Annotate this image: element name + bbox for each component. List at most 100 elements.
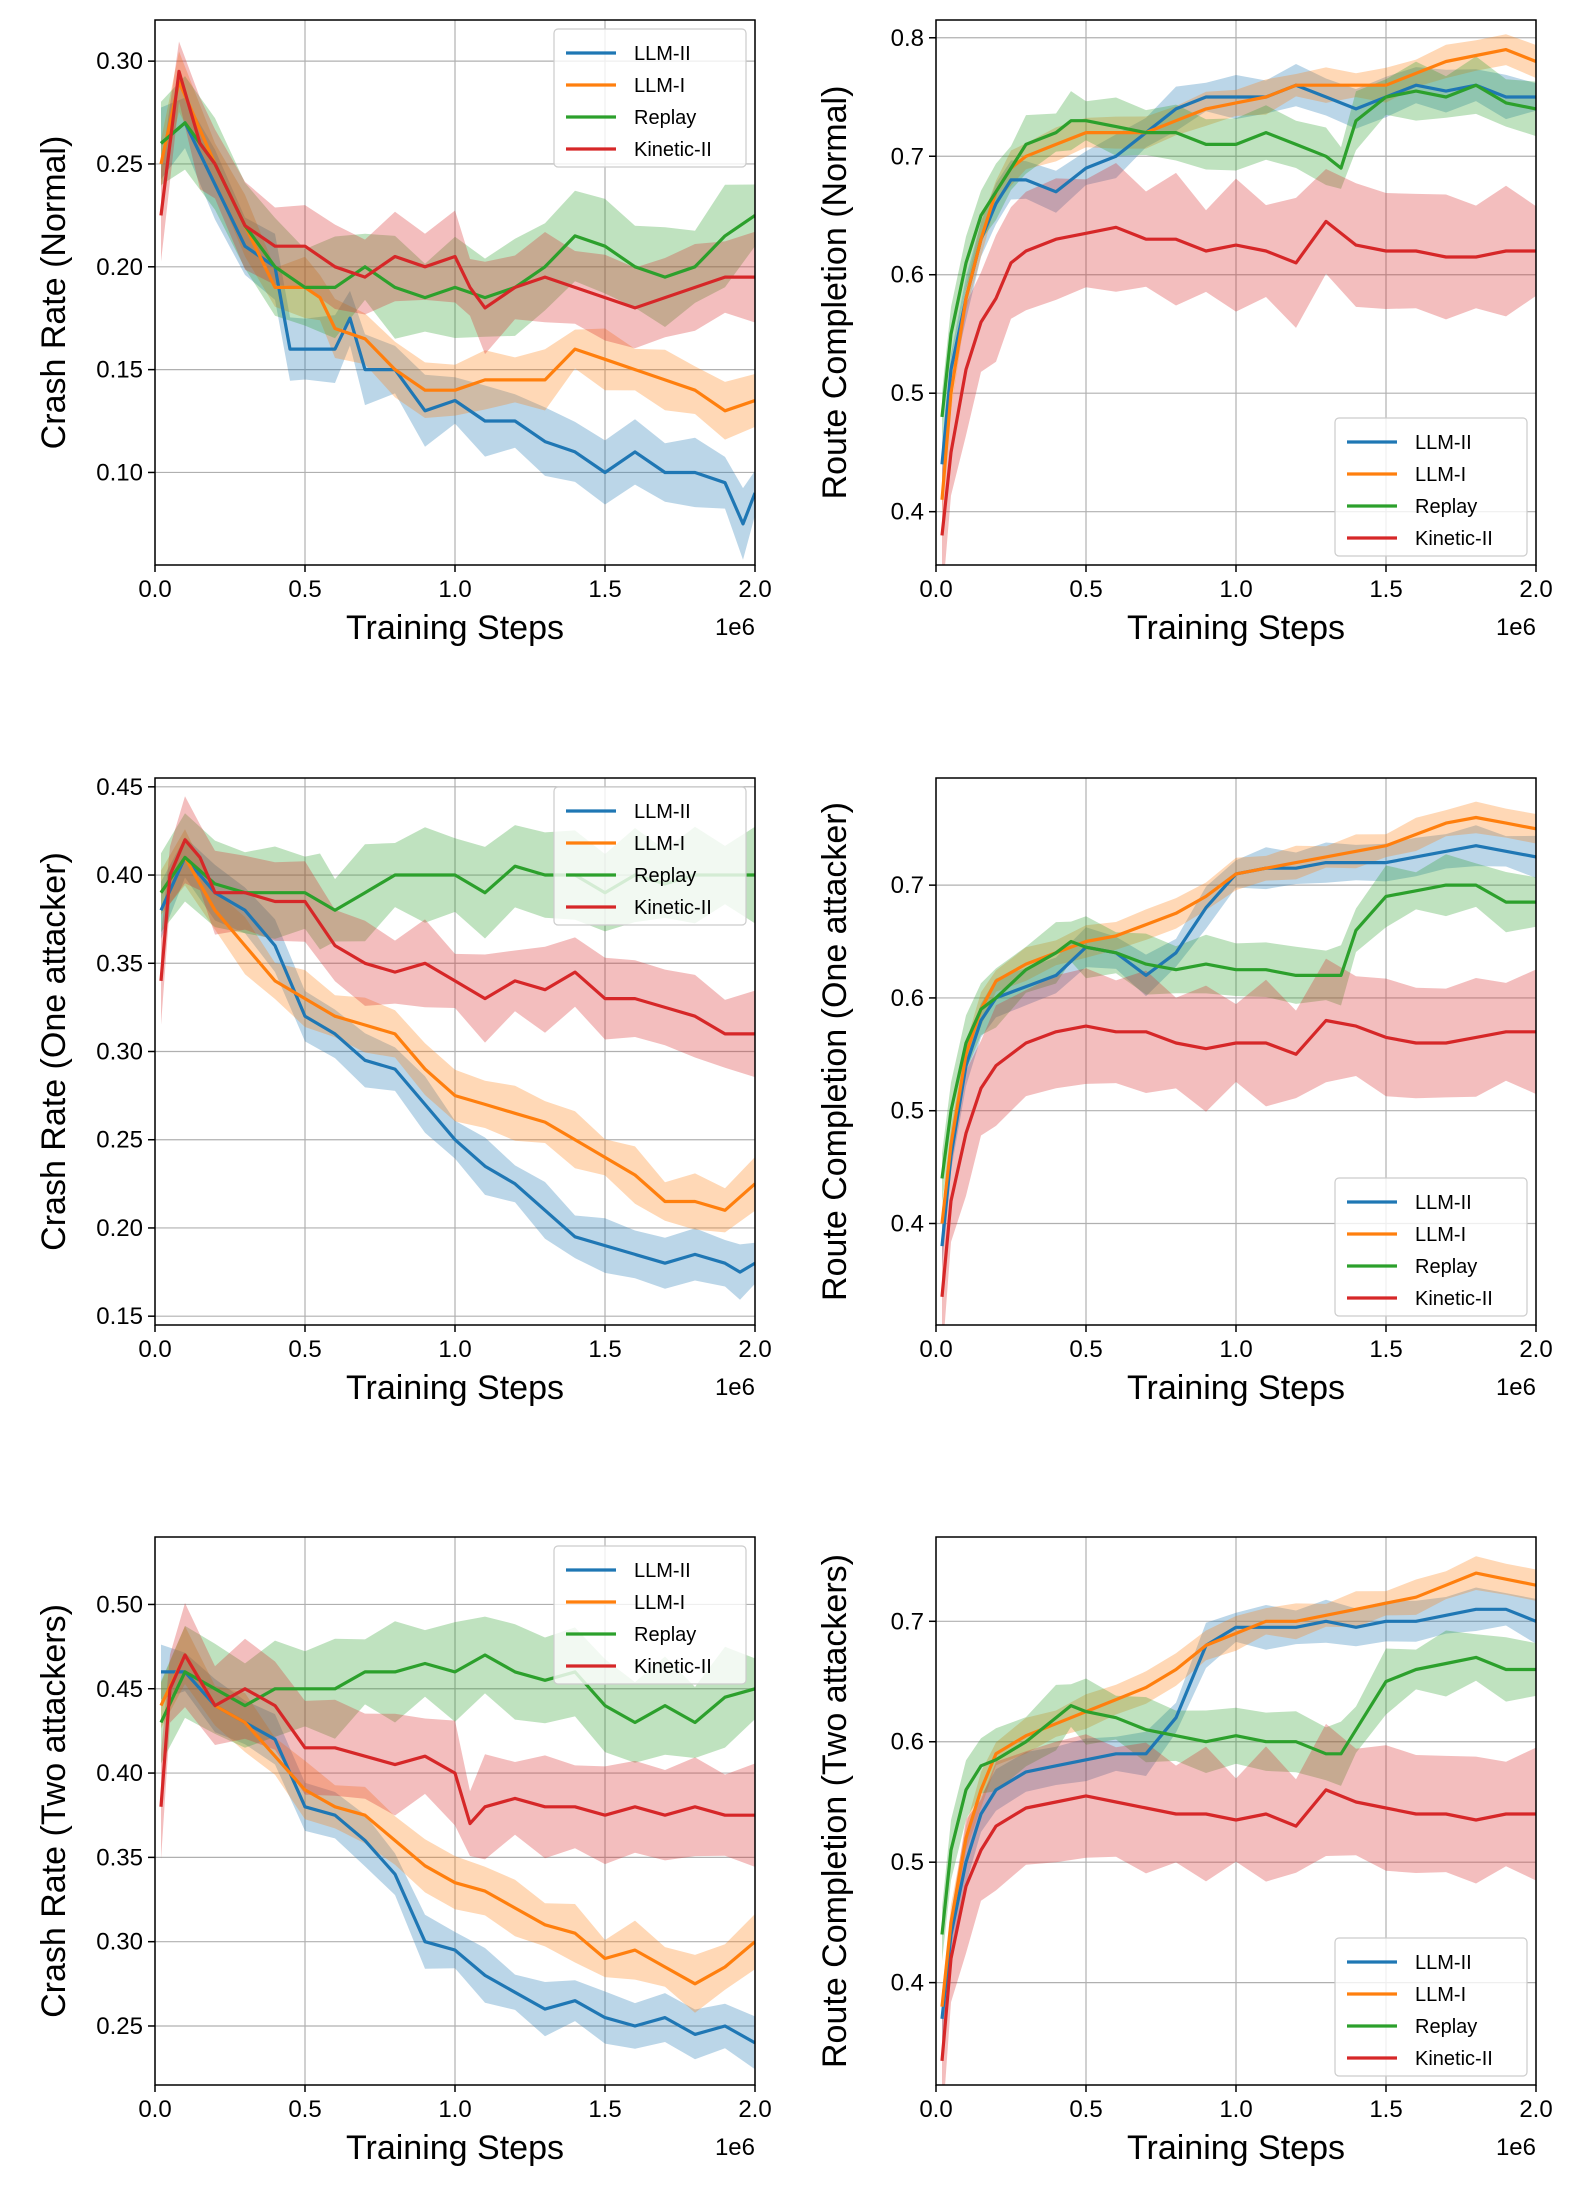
plot-area — [159, 41, 755, 560]
band-kinetic-ii — [161, 1603, 755, 1867]
plot-area — [940, 1556, 1536, 2085]
band-kinetic-ii — [942, 958, 1536, 1325]
plot-area — [940, 34, 1536, 565]
x-tick-label: 1.0 — [1219, 576, 1252, 603]
legend-label-llm-i: LLM-I — [1415, 1224, 1466, 1246]
band-llm-i — [942, 1556, 1536, 2021]
legend-label-llm-ii: LLM-II — [634, 1560, 691, 1582]
series-line-kinetic-ii — [940, 1018, 1536, 1297]
x-tick-label: 0.0 — [919, 2096, 952, 2123]
x-tick-label: 0.0 — [138, 1336, 171, 1363]
series-line-kinetic-ii — [159, 838, 755, 1036]
legend-label-llm-ii: LLM-II — [1415, 1192, 1472, 1214]
x-tick-label: 2.0 — [738, 576, 771, 603]
y-tick-label: 0.40 — [96, 862, 143, 889]
band-llm-i — [161, 51, 755, 440]
x-tick-label: 0.5 — [288, 2096, 321, 2123]
series-line-kinetic-ii — [159, 69, 755, 310]
series-line-llm-i — [940, 1571, 1536, 2007]
legend-label-llm-i: LLM-I — [1415, 464, 1466, 486]
chart-panel-2: 0.0 0.5 1.0 1.5 2.0 0.4 0.5 0.6 0.7 0.8 Training S… — [816, 19, 1553, 647]
y-tick-label: 0.8 — [891, 25, 924, 52]
legend-box — [1334, 417, 1528, 557]
y-tick-label: 0.35 — [96, 1844, 143, 1871]
y-axis-label: Route Completion (Normal) — [816, 86, 854, 500]
legend-box — [553, 786, 747, 926]
x-tick-label: 1.5 — [588, 2096, 621, 2123]
legend-label-llm-ii: LLM-II — [1415, 432, 1472, 454]
series-line-llm-i — [159, 855, 755, 1212]
y-axis-label: Route Completion (Two attackers) — [816, 1554, 854, 2068]
y-tick-label: 0.6 — [891, 985, 924, 1012]
x-tick-label: 1.0 — [438, 2096, 471, 2123]
legend-label-llm-ii: LLM-II — [634, 801, 691, 823]
series-line-kinetic-ii — [940, 1788, 1536, 2062]
x-tick-label: 0.0 — [138, 576, 171, 603]
y-tick-label: 0.45 — [96, 774, 143, 801]
x-tick-label: 1.5 — [1369, 576, 1402, 603]
y-tick-label: 0.6 — [891, 262, 924, 289]
y-tick-label: 0.40 — [96, 1760, 143, 1787]
legend-box — [553, 28, 747, 168]
series-line-llm-ii — [159, 855, 755, 1274]
legend-label-replay: Replay — [1415, 1256, 1477, 1278]
series-line-replay — [940, 883, 1536, 1179]
x-tick-label: 1.0 — [438, 1336, 471, 1363]
y-axis-label: Crash Rate (Two attackers) — [35, 1604, 73, 2018]
legend-label-llm-i: LLM-I — [634, 1592, 685, 1614]
x-tick-label: 0.5 — [1069, 1336, 1102, 1363]
x-tick-label: 2.0 — [738, 2096, 771, 2123]
legend-label-kinetic-ii: Kinetic-II — [1415, 528, 1493, 550]
x-tick-label: 0.5 — [1069, 2096, 1102, 2123]
legend-box — [1334, 1937, 1528, 2077]
x-tick-label: 2.0 — [1519, 1336, 1552, 1363]
x-tick-label: 2.0 — [1519, 576, 1552, 603]
x-offset-text: 1e6 — [715, 2134, 755, 2161]
band-llm-ii — [161, 1644, 755, 2070]
x-tick-label: 1.0 — [1219, 2096, 1252, 2123]
y-tick-label: 0.25 — [96, 1127, 143, 1154]
y-tick-label: 0.5 — [891, 380, 924, 407]
series-line-llm-ii — [940, 844, 1536, 1247]
series-line-kinetic-ii — [940, 219, 1536, 536]
series-line-llm-ii — [161, 1670, 755, 2045]
legend-label-kinetic-ii: Kinetic-II — [634, 897, 712, 919]
band-llm-i — [161, 829, 755, 1233]
band-llm-ii — [942, 64, 1536, 487]
series-line-kinetic-ii — [159, 1653, 755, 1826]
y-tick-label: 0.20 — [96, 1215, 143, 1242]
x-axis-label: Training Steps — [1127, 1369, 1345, 1407]
legend-label-kinetic-ii: Kinetic-II — [634, 1656, 712, 1678]
band-replay — [942, 56, 1536, 442]
legend-label-replay: Replay — [634, 107, 696, 129]
y-tick-label: 0.10 — [96, 459, 143, 486]
x-tick-label: 1.0 — [438, 576, 471, 603]
x-axis-label: Training Steps — [346, 2129, 564, 2167]
series-line-replay — [940, 1655, 1536, 1935]
chart-panel-3: 0.0 0.5 1.0 1.5 2.0 0.15 0.20 0.25 0.30 0.35 0.40 0… — [35, 774, 772, 1407]
chart-panel-1: 0.0 0.5 1.0 1.5 2.0 0.10 0.15 0.20 0.25 0.30 Train… — [35, 19, 772, 647]
band-llm-ii — [942, 825, 1536, 1268]
y-tick-label: 0.25 — [96, 2013, 143, 2040]
band-replay — [161, 1616, 755, 1764]
y-tick-label: 0.7 — [891, 872, 924, 899]
legend: LLM-II LLM-I Replay Kinetic-II — [553, 28, 747, 168]
band-llm-ii — [161, 97, 755, 560]
series-line-llm-i — [940, 815, 1536, 1224]
legend-box — [1334, 1177, 1528, 1317]
legend-label-llm-ii: LLM-II — [1415, 1952, 1472, 1974]
legend-label-replay: Replay — [1415, 496, 1477, 518]
series-line-replay — [159, 121, 755, 300]
band-kinetic-ii — [942, 1723, 1536, 2085]
x-offset-text: 1e6 — [715, 614, 755, 641]
x-axis-label: Training Steps — [1127, 2129, 1345, 2167]
legend-label-kinetic-ii: Kinetic-II — [634, 139, 712, 161]
x-offset-text: 1e6 — [1496, 2134, 1536, 2161]
legend-label-kinetic-ii: Kinetic-II — [1415, 1288, 1493, 1310]
x-tick-label: 0.5 — [288, 576, 321, 603]
legend-label-replay: Replay — [1415, 2016, 1477, 2038]
band-kinetic-ii — [161, 41, 755, 355]
x-offset-text: 1e6 — [715, 1374, 755, 1401]
chart-panel-4: 0.0 0.5 1.0 1.5 2.0 0.4 0.5 0.6 0.7 Training Step… — [816, 777, 1553, 1407]
